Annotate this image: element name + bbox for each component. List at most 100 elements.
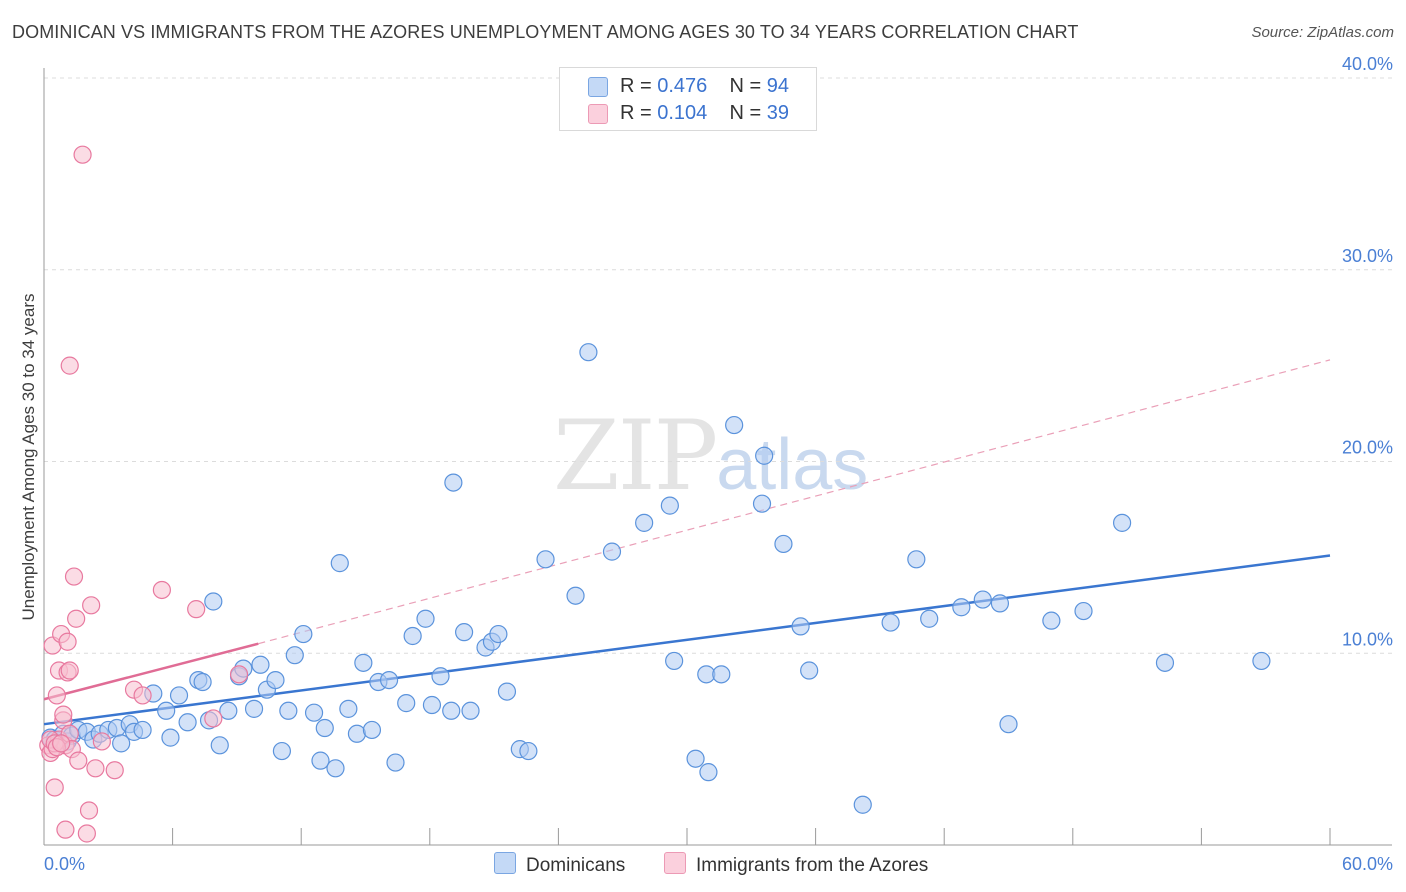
data-point-dominican [920,609,939,628]
data-point-azores [60,661,79,680]
data-point-azores [58,632,77,651]
data-point-azores [86,759,105,778]
data-point-dominican [210,736,229,755]
data-point-dominican [204,592,223,611]
data-point-azores [73,145,92,164]
tick-labels: 10.0% 20.0% 30.0% 40.0% 0.0% 60.0% [44,54,1393,874]
y-tick-label: 20.0% [1342,438,1393,458]
data-point-dominican [311,751,330,770]
data-point-dominican [699,763,718,782]
data-point-dominican [774,534,793,554]
data-point-dominican [602,542,622,561]
data-point-dominican [579,343,598,362]
data-point-azores [45,778,64,797]
data-point-azores [52,734,71,753]
data-point-dominican [422,695,442,715]
data-point-azores [105,761,124,780]
data-point-dominican [386,753,405,772]
data-point-dominican [161,728,180,747]
data-point-dominican [907,550,926,569]
bottom-legend-swatch-pink [664,852,686,874]
data-point-dominican [725,415,744,435]
data-point-dominican [635,513,654,532]
data-point-dominican [660,496,679,515]
data-point-azores [56,820,75,839]
data-point-azores [82,596,101,615]
data-point-dominican [193,672,212,692]
data-point-dominican [1252,651,1271,671]
data-point-dominican [1112,513,1132,532]
data-point-dominican [403,626,422,646]
data-point-dominican [454,623,474,642]
legend-n-label: N = [729,75,762,97]
data-point-dominican [686,749,705,768]
data-point-dominican [952,598,971,617]
bottom-legend-swatch-blue [494,852,516,874]
data-point-dominican [169,686,189,705]
data-point-dominican [379,670,399,690]
stats-legend: R = 0.476 N = 94 R = 0.104 N = 39 [559,67,817,131]
data-point-dominican [285,646,304,665]
data-point-dominican [347,724,367,743]
data-point-azores [204,709,223,728]
data-point-dominican [461,701,480,720]
data-point-dominican [244,699,264,718]
data-point-dominican [519,741,538,761]
legend-r-value: 0.104 [657,102,708,124]
legend-swatch-blue [588,77,608,97]
data-point-dominican [990,594,1010,613]
data-point-dominican [272,741,292,761]
data-point-azores [69,751,88,770]
data-point-azores [77,824,96,843]
data-point-dominican [397,694,416,713]
data-point-dominican [1074,601,1093,621]
data-point-dominican [133,720,152,740]
trend-lines [43,359,1331,726]
legend-r-label: R = [620,102,652,124]
data-point-dominican [712,665,731,684]
data-point-dominican [536,550,555,569]
data-point-azores [60,356,79,375]
chart-title: DOMINICAN VS IMMIGRANTS FROM THE AZORES … [12,22,1079,42]
x-tick-label: 0.0% [44,854,85,874]
data-point-dominican [157,701,176,720]
data-point-azores [133,686,152,705]
data-point-dominican [251,655,270,674]
legend-r-label: R = [620,75,652,97]
legend-n-value: 94 [766,75,790,97]
data-point-dominican [497,682,517,701]
data-point-dominican [1155,653,1175,672]
data-point-dominican [973,590,992,609]
legend-text: R = 0.476 N = 94 [620,75,789,98]
data-point-dominican [755,446,774,465]
y-tick-label: 10.0% [1342,629,1393,649]
trend-line-dominicans [43,554,1331,726]
data-point-dominican [800,661,819,680]
watermark: ZIPatlas [553,400,868,512]
watermark-zip: ZIP [553,400,718,512]
legend-n-value: 39 [766,102,790,124]
data-point-azores [67,609,86,628]
data-point-azores [47,686,66,705]
data-point-azores [229,665,249,684]
data-point-dominican [489,624,508,644]
trend-line-azores-dashed [258,359,1331,645]
x-tick-label: 60.0% [1342,854,1393,874]
data-point-dominican [566,586,585,605]
legend-swatch-pink [588,104,608,124]
data-point-azores [152,580,171,600]
bottom-legend-dominicans: Dominicans [494,852,625,877]
source-label: Source: ZipAtlas.com [1251,24,1394,41]
data-point-azores [79,801,99,820]
data-points [39,145,1271,843]
bottom-legend-azores: Immigrants from the Azores [664,852,928,877]
data-point-dominican [326,759,345,778]
bottom-legend-label: Immigrants from the Azores [696,855,929,876]
data-point-dominican [339,699,358,718]
data-point-dominican [354,653,373,672]
y-tick-label: 40.0% [1342,54,1393,74]
data-point-dominican [999,715,1018,734]
data-point-dominican [665,651,684,671]
data-point-dominican [791,617,810,636]
